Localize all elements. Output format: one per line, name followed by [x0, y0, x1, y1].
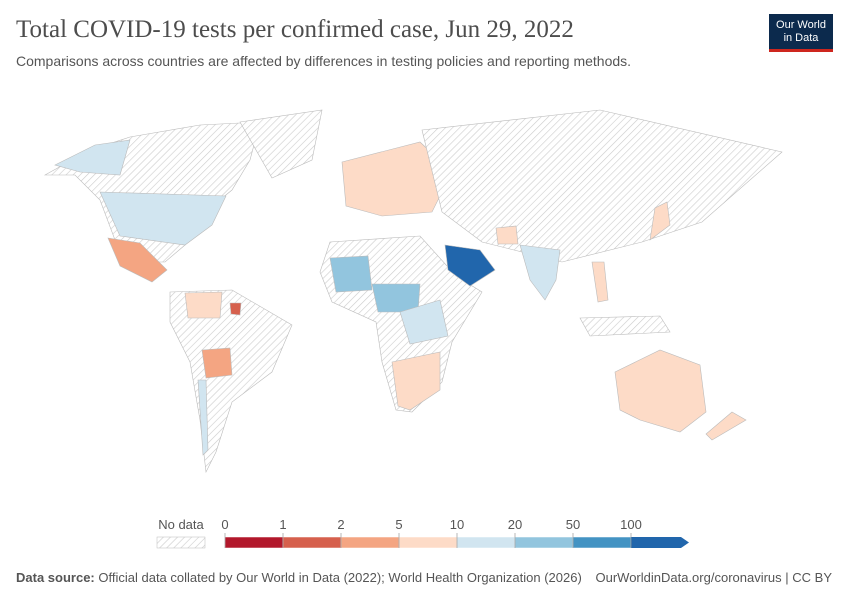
southern-africa[interactable]	[391, 351, 441, 411]
japan[interactable]	[649, 201, 671, 241]
canada-alaska[interactable]	[54, 139, 131, 176]
legend-tick-label: 10	[450, 517, 464, 532]
legend-bin	[224, 536, 284, 549]
legend-bin	[514, 536, 574, 549]
venezuela[interactable]	[184, 291, 223, 319]
russia-asia[interactable]	[421, 109, 783, 263]
india[interactable]	[519, 244, 561, 301]
legend-tick-label: 100	[620, 517, 642, 532]
legend-bin	[456, 536, 516, 549]
west-africa[interactable]	[329, 255, 373, 293]
legend-no-data	[156, 536, 206, 549]
afghanistan[interactable]	[495, 225, 519, 245]
bolivia[interactable]	[201, 347, 233, 379]
source-label: Data source:	[16, 570, 95, 585]
chile[interactable]	[197, 379, 209, 456]
countries	[43, 109, 783, 474]
legend-tick-label: 5	[395, 517, 402, 532]
url[interactable]: OurWorldinData.org/coronavirus | CC BY	[595, 570, 832, 585]
legend-bin	[282, 536, 342, 549]
source: Data source: Official data collated by O…	[16, 570, 582, 585]
legend-tick-label: 0	[221, 517, 228, 532]
south-america[interactable]	[169, 289, 293, 474]
legend-tick-label: 20	[508, 517, 522, 532]
europe[interactable]	[341, 141, 453, 217]
source-text: Official data collated by Our World in D…	[98, 570, 582, 585]
central-africa[interactable]	[371, 283, 421, 313]
logo-line: in Data	[783, 32, 819, 44]
title: Total COVID-19 tests per confirmed case,…	[16, 16, 574, 43]
legend-tick-label: 50	[566, 517, 580, 532]
legend-bin	[340, 536, 400, 549]
legend-bin	[631, 537, 689, 548]
vietnam[interactable]	[591, 261, 609, 303]
logo[interactable]: Our World in Data	[769, 14, 833, 52]
saudi-arabia[interactable]	[444, 244, 496, 287]
suriname[interactable]	[229, 302, 242, 316]
greenland[interactable]	[239, 109, 323, 179]
usa[interactable]	[99, 191, 227, 246]
legend-tick-label: 2	[337, 517, 344, 532]
legend-bin	[398, 536, 458, 549]
east-africa[interactable]	[399, 299, 449, 345]
north-america[interactable]	[43, 121, 261, 263]
legend-tick-label: 1	[279, 517, 286, 532]
mexico[interactable]	[107, 237, 168, 283]
logo-line: Our World	[776, 19, 826, 31]
australia[interactable]	[614, 349, 707, 433]
new-zealand[interactable]	[705, 411, 747, 441]
subtitle: Comparisons across countries are affecte…	[16, 53, 632, 69]
legend-no-data-label: No data	[158, 517, 204, 532]
legend-bin	[572, 536, 632, 549]
indonesia[interactable]	[579, 315, 671, 337]
